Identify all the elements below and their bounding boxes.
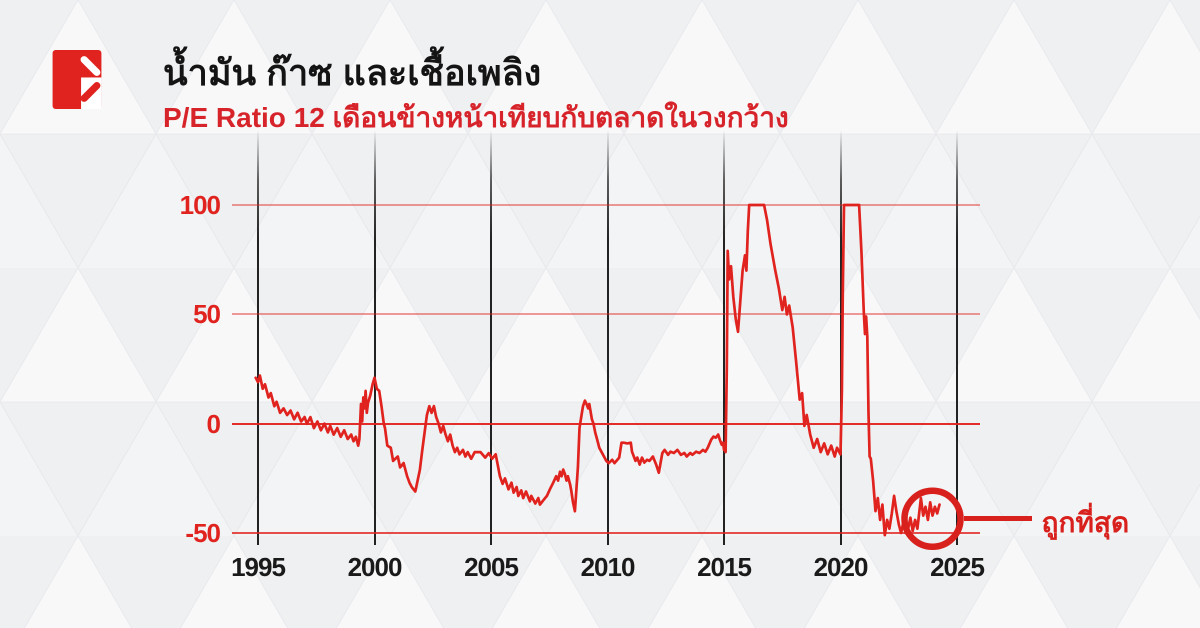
x-tick-label-2020: 2020 [813, 552, 869, 582]
y-tick-label--50: -50 [185, 518, 221, 549]
y-gridline-100 [232, 204, 980, 206]
x-gridline-1995 [257, 130, 259, 545]
annotation-label: ถูกที่สุด [1041, 506, 1130, 538]
x-gridline-2020 [839, 130, 842, 545]
page-subtitle: P/E Ratio 12 เดือนข้างหน้าเทียบกับตลาดใน… [163, 102, 789, 133]
brand-logo-icon [52, 50, 102, 109]
x-tick-label-2005: 2005 [464, 552, 519, 582]
series-line [254, 203, 941, 537]
x-gridline-2010 [606, 130, 609, 545]
y-tick-label-100: 100 [179, 190, 221, 220]
x-gridline-2015 [723, 130, 725, 545]
y-tick-label-0: 0 [206, 408, 221, 439]
y-gridline-0 [232, 422, 980, 425]
x-tick-label-2010: 2010 [580, 552, 636, 582]
annotation-circle [901, 487, 964, 551]
y-gridline-50 [232, 313, 980, 316]
x-gridline-2025 [956, 130, 958, 545]
x-tick-label-2000: 2000 [347, 552, 403, 582]
x-gridline-2000 [373, 130, 376, 545]
y-tick-label-50: 50 [193, 299, 221, 330]
x-tick-label-1995: 1995 [231, 552, 286, 582]
x-tick-label-2025: 2025 [930, 552, 985, 582]
x-tick-label-2015: 2015 [697, 552, 752, 582]
x-gridline-2005 [490, 130, 492, 545]
y-gridline--50 [232, 532, 980, 535]
page-title: น้ำมัน ก๊าซ และเชื้อเพลิง [163, 52, 542, 93]
brand-logo [52, 50, 102, 109]
annotation-connector [963, 516, 1032, 522]
